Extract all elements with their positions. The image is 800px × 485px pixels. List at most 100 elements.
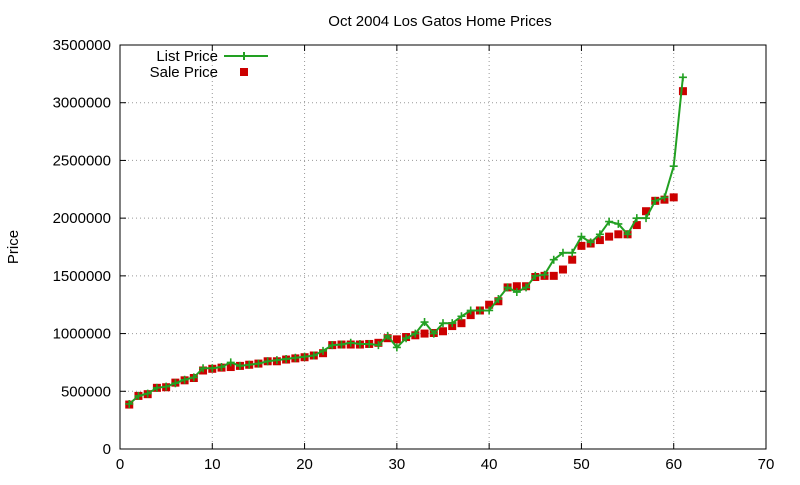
y-tick-label: 3500000 [53,37,111,54]
y-tick-label: 3000000 [53,95,111,112]
sale-price-point [549,271,558,280]
list-price-point [448,319,457,328]
series-layer [125,73,687,409]
x-tick-label: 10 [204,456,221,473]
list-price-point [383,331,392,340]
sale-price-point [485,300,494,309]
list-price-point [457,312,466,321]
chart-title: Oct 2004 Los Gatos Home Prices [328,13,551,30]
list-price-point [577,232,586,241]
sale-price-point [420,329,429,338]
list-price-point [355,339,364,348]
list-price-point [522,283,531,292]
list-price-point [402,334,411,343]
list-price-point [125,399,134,408]
plot-area-border [119,44,767,450]
list-price-point [171,379,180,388]
list-price-point [337,340,346,349]
list-price-point [245,360,254,369]
list-price-point [189,373,198,382]
list-price-point [235,361,244,370]
sale-price-point [669,193,678,202]
list-price-point [466,306,475,315]
list-price-point [217,363,226,372]
x-tick-label: 60 [665,456,682,473]
list-price-point [651,196,660,205]
sale-price-point [226,363,235,372]
list-price-point [272,356,281,365]
x-axis-ticks: 0 10 20 30 40 50 60 70 [116,45,775,473]
list-price-point [485,306,494,315]
list-price-point [549,255,558,264]
list-price-point [475,306,484,315]
sale-price-point [457,319,466,328]
list-price-point [642,214,651,223]
list-price-point [254,359,263,368]
list-price-point [143,389,152,398]
list-price-point [374,341,383,350]
sale-price-point [605,232,614,241]
list-price-point [503,283,512,292]
x-tick-label: 70 [758,456,775,473]
sale-price-point [568,255,577,264]
list-price-point [263,357,272,366]
sale-price-point [439,327,447,336]
sale-price-point [466,311,475,320]
y-tick-label: 2500000 [53,152,111,169]
grid [120,45,766,449]
x-tick-label: 30 [389,456,406,473]
sale-price-point [512,282,521,291]
list-price-point [614,219,623,228]
y-axis-label: Price [5,230,22,264]
y-axis-ticks: 0 500000 1000000 1500000 2000000 2500000 30000… [53,37,766,458]
legend-label-sale-price: Sale Price [150,64,218,81]
list-price-point [309,351,318,360]
list-price-point [512,288,521,297]
legend-label-list-price: List Price [156,48,218,65]
sale-price-point [392,335,401,344]
legend-marker-list-price [240,52,248,60]
list-price-point [226,358,235,367]
sale-price-point [577,241,586,250]
y-tick-label: 1000000 [53,326,111,343]
sale-price-point [614,230,623,239]
list-price-point [134,391,143,400]
list-price-point [162,382,171,391]
list-price-point [429,329,438,338]
list-price-point [282,354,291,363]
list-price-point [678,73,687,82]
list-price-point [420,318,429,327]
list-price-point [346,338,355,347]
sale-price-point [642,207,651,216]
list-price-point [595,230,604,239]
list-price-point [300,352,309,361]
list-price-point [365,339,374,348]
list-price-point [632,214,641,223]
y-tick-label: 0 [103,441,111,458]
list-price-point [319,346,328,355]
sale-price-point [678,87,687,96]
list-price-point [328,341,337,350]
sale-price-point [632,221,641,230]
x-tick-label: 0 [116,456,124,473]
x-tick-label: 40 [481,456,498,473]
sale-price-point [558,265,567,274]
list-price-point [199,364,208,373]
list-price-point [152,383,161,392]
list-price-point [494,294,503,303]
y-tick-label: 500000 [61,383,111,400]
x-tick-label: 50 [573,456,590,473]
list-price-point [623,230,632,239]
list-price-point [439,319,447,328]
list-price-point [568,248,577,257]
legend-marker-sale-price [240,68,248,76]
y-tick-label: 1500000 [53,268,111,285]
list-price-point [660,193,669,202]
sale-price-point [595,236,604,245]
list-price-point [291,353,300,362]
list-price-point [558,248,567,257]
list-price-point [540,270,549,279]
y-tick-label: 2000000 [53,210,111,227]
list-price-point [411,329,420,338]
